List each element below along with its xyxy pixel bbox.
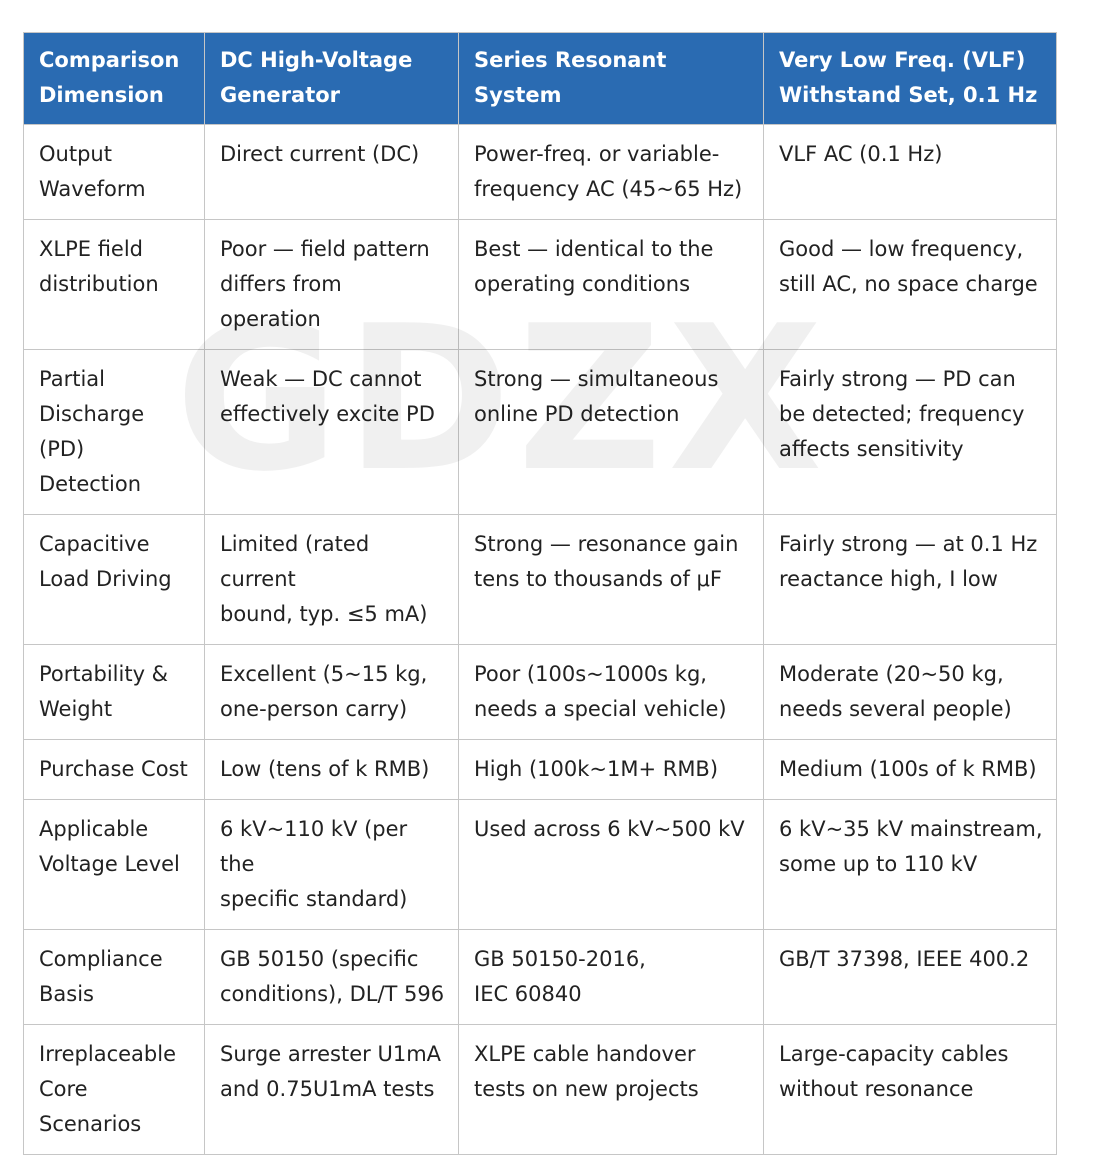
header-row: Comparison Dimension DC High-Voltage Gen…: [23, 32, 1057, 125]
header-cell-dc-generator: DC High-Voltage Generator: [204, 32, 459, 125]
table-row: XLPE field distribution Poor — field pat…: [23, 219, 1057, 350]
table-body: Output Waveform Direct current (DC) Powe…: [23, 124, 1057, 1155]
table-cell: Good — low frequency, still AC, no space…: [763, 219, 1057, 350]
table-cell: 6 kV~35 kV mainstream, some up to 110 kV: [763, 799, 1057, 930]
table-cell: GB 50150-2016, IEC 60840: [458, 929, 764, 1025]
table-header: Comparison Dimension DC High-Voltage Gen…: [23, 32, 1057, 125]
table-row: Capacitive Load Driving Limited (rated c…: [23, 514, 1057, 645]
table-cell: Partial Discharge (PD) Detection: [23, 349, 205, 515]
table-cell: 6 kV~110 kV (per the specific standard): [204, 799, 459, 930]
table-row: Output Waveform Direct current (DC) Powe…: [23, 124, 1057, 220]
table-cell: Poor (100s~1000s kg, needs a special veh…: [458, 644, 764, 740]
table-cell: Large-capacity cables without resonance: [763, 1024, 1057, 1155]
table-cell: Direct current (DC): [204, 124, 459, 220]
table-cell: Medium (100s of k RMB): [763, 739, 1057, 800]
table-cell: Best — identical to the operating condit…: [458, 219, 764, 350]
table-cell: Compliance Basis: [23, 929, 205, 1025]
table-cell: Weak — DC cannot effectively excite PD: [204, 349, 459, 515]
header-cell-vlf: Very Low Freq. (VLF) Withstand Set, 0.1 …: [763, 32, 1057, 125]
table-row: Compliance Basis GB 50150 (specific cond…: [23, 929, 1057, 1025]
table-cell: Irreplaceable Core Scenarios: [23, 1024, 205, 1155]
table-cell: XLPE cable handover tests on new project…: [458, 1024, 764, 1155]
table-cell: Portability & Weight: [23, 644, 205, 740]
header-cell-dimension: Comparison Dimension: [23, 32, 205, 125]
table-cell: Poor — field pattern differs from operat…: [204, 219, 459, 350]
table-cell: Capacitive Load Driving: [23, 514, 205, 645]
table-row: Applicable Voltage Level 6 kV~110 kV (pe…: [23, 799, 1057, 930]
table-cell: Used across 6 kV~500 kV: [458, 799, 764, 930]
table-cell: Surge arrester U1mA and 0.75U1mA tests: [204, 1024, 459, 1155]
table-cell: Applicable Voltage Level: [23, 799, 205, 930]
table-cell: Power-freq. or variable- frequency AC (4…: [458, 124, 764, 220]
table-cell: Fairly strong — at 0.1 Hz reactance high…: [763, 514, 1057, 645]
table-cell: Limited (rated current bound, typ. ≤5 mA…: [204, 514, 459, 645]
header-cell-series-resonant: Series Resonant System: [458, 32, 764, 125]
table-cell: GB/T 37398, IEEE 400.2: [763, 929, 1057, 1025]
table-cell: Fairly strong — PD can be detected; freq…: [763, 349, 1057, 515]
table-cell: Moderate (20~50 kg, needs several people…: [763, 644, 1057, 740]
table-cell: Strong — simultaneous online PD detectio…: [458, 349, 764, 515]
table-cell: Purchase Cost: [23, 739, 205, 800]
comparison-table: Comparison Dimension DC High-Voltage Gen…: [23, 32, 1057, 1155]
table-cell: High (100k~1M+ RMB): [458, 739, 764, 800]
table-row: Purchase Cost Low (tens of k RMB) High (…: [23, 739, 1057, 800]
table-cell: GB 50150 (specific conditions), DL/T 596: [204, 929, 459, 1025]
table-row: Partial Discharge (PD) Detection Weak — …: [23, 349, 1057, 515]
table-row: Irreplaceable Core Scenarios Surge arres…: [23, 1024, 1057, 1155]
table-cell: VLF AC (0.1 Hz): [763, 124, 1057, 220]
table-cell: XLPE field distribution: [23, 219, 205, 350]
table-cell: Strong — resonance gain tens to thousand…: [458, 514, 764, 645]
table-row: Portability & Weight Excellent (5~15 kg,…: [23, 644, 1057, 740]
table-cell: Low (tens of k RMB): [204, 739, 459, 800]
table-cell: Excellent (5~15 kg, one-person carry): [204, 644, 459, 740]
table-cell: Output Waveform: [23, 124, 205, 220]
